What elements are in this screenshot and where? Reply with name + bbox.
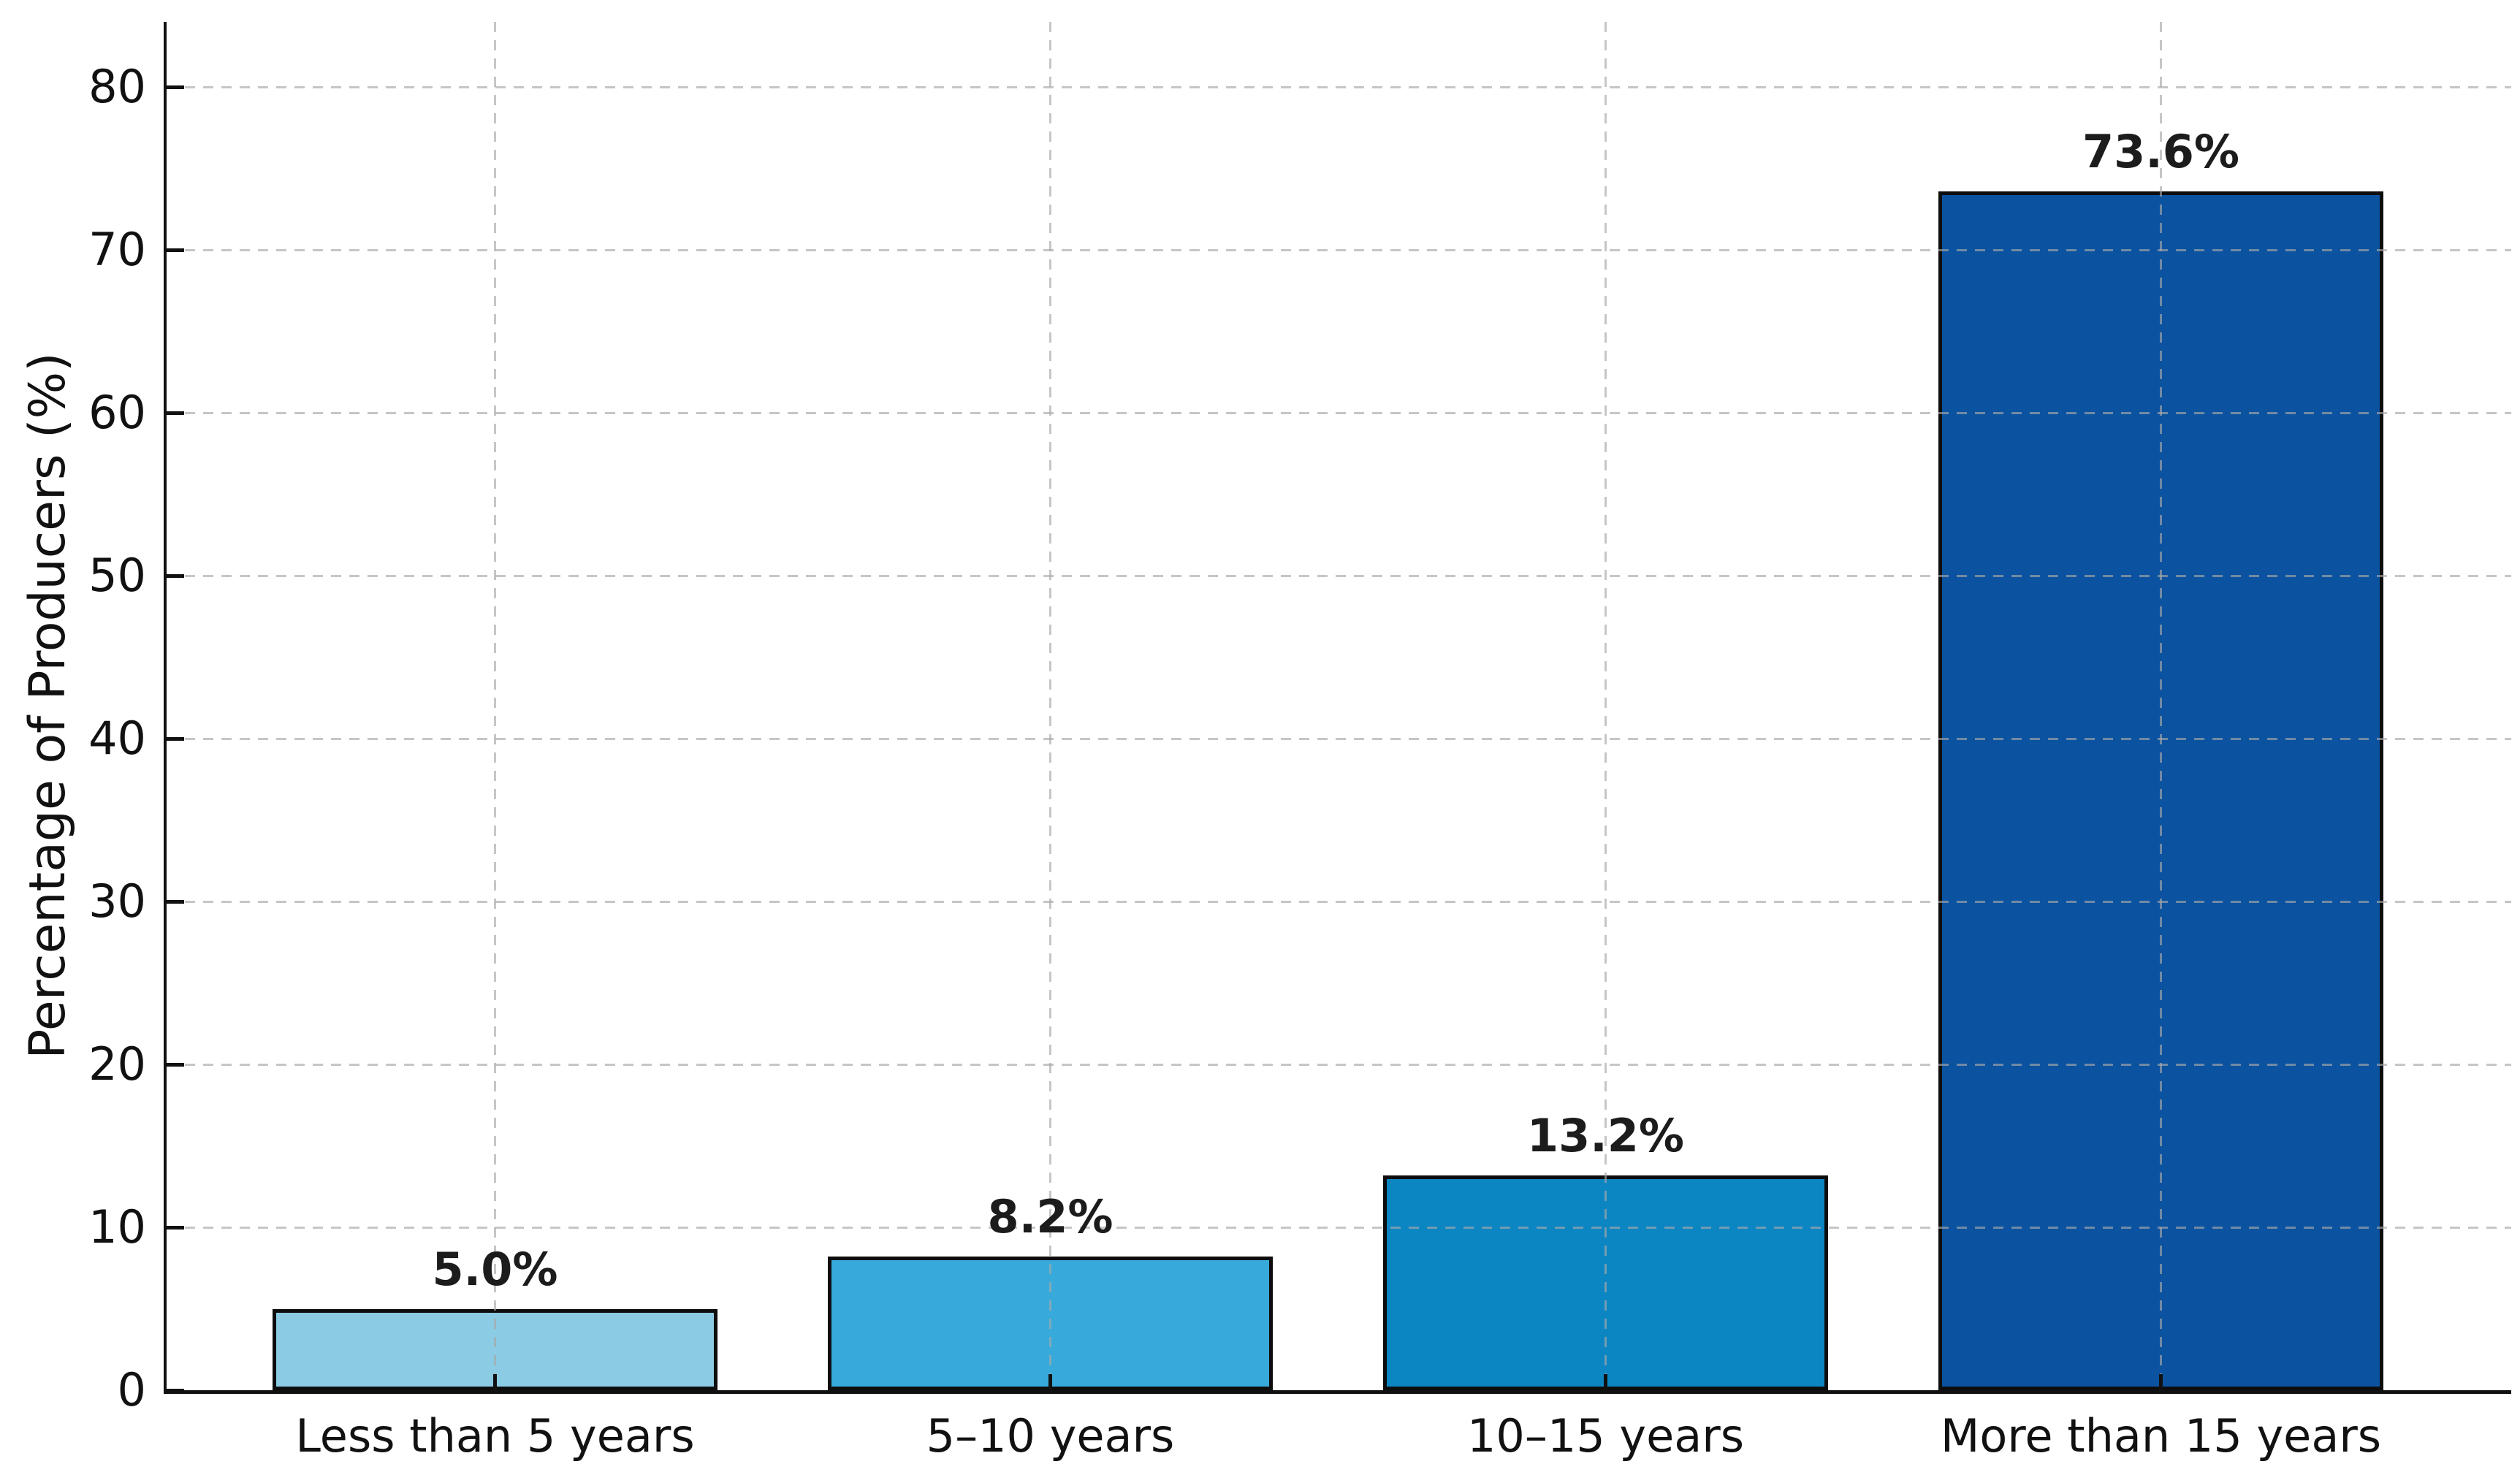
y-tick-label: 80 [88, 60, 146, 114]
h-gridline [167, 1226, 2511, 1229]
x-tick [1048, 1374, 1052, 1390]
y-tick [167, 573, 184, 578]
v-gridline [1049, 22, 1051, 1390]
x-tick-label: 10–15 years [1466, 1409, 1745, 1463]
v-gridline [494, 22, 496, 1390]
x-axis-spine [164, 1390, 2511, 1394]
y-tick [167, 1062, 184, 1067]
y-tick-label: 0 [117, 1363, 146, 1417]
bar-value-label: 8.2% [987, 1190, 1114, 1244]
h-gridline [167, 737, 2511, 740]
bar-value-label: 5.0% [432, 1242, 558, 1296]
y-tick-label: 40 [88, 712, 146, 766]
y-tick-label: 70 [88, 223, 146, 277]
x-tick [2159, 1374, 2163, 1390]
y-axis-title: Percentage of Producers (%) [19, 352, 77, 1059]
bar-value-label: 13.2% [1526, 1108, 1685, 1162]
y-tick [167, 248, 184, 252]
y-tick [167, 1225, 184, 1230]
h-gridline [167, 85, 2511, 88]
y-tick [167, 736, 184, 741]
y-tick-label: 10 [88, 1200, 146, 1254]
v-gridline [2160, 22, 2162, 1390]
bar-value-label: 73.6% [2082, 124, 2240, 178]
y-tick-label: 20 [88, 1037, 146, 1091]
x-tick [493, 1374, 497, 1390]
h-gridline [167, 411, 2511, 414]
x-tick-label: 5–10 years [926, 1409, 1175, 1463]
v-gridline [1604, 22, 1607, 1390]
x-tick-label: More than 15 years [1940, 1409, 2382, 1463]
h-gridline [167, 248, 2511, 251]
y-tick-label: 50 [88, 549, 146, 603]
y-tick-label: 60 [88, 386, 146, 440]
plot-area: 5.0% 8.2% 13.2% 73.6% [164, 22, 2511, 1394]
x-tick [1604, 1374, 1607, 1390]
h-gridline [167, 574, 2511, 577]
h-gridline [167, 1063, 2511, 1066]
y-tick [167, 85, 184, 89]
y-tick [167, 411, 184, 415]
y-tick [167, 899, 184, 904]
y-tick-label: 30 [88, 874, 146, 929]
h-gridline [167, 900, 2511, 903]
y-axis-spine [164, 22, 167, 1393]
x-tick-label: Less than 5 years [295, 1409, 695, 1463]
